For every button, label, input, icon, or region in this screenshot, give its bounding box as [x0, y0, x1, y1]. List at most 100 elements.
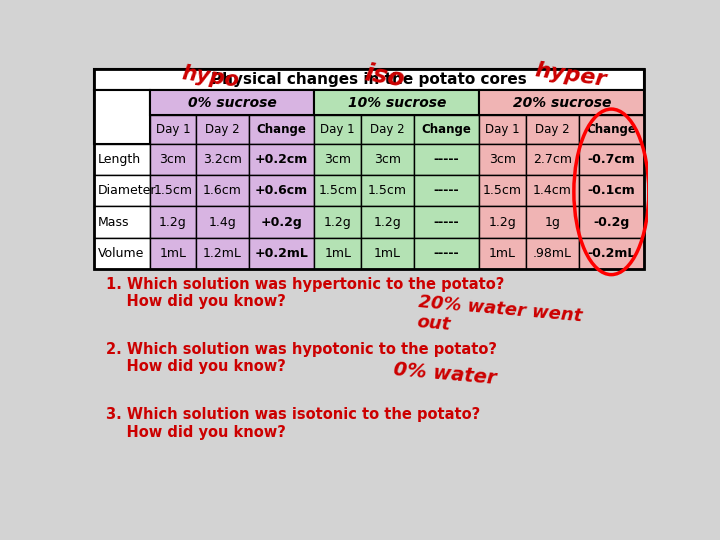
Text: 1mL: 1mL: [159, 247, 186, 260]
Text: +0.2g: +0.2g: [261, 215, 302, 228]
Bar: [150, 238, 196, 269]
Bar: [249, 176, 315, 206]
Text: Length: Length: [98, 153, 141, 166]
Text: 0% sucrose: 0% sucrose: [188, 96, 276, 110]
Bar: [94, 69, 644, 90]
Bar: [94, 69, 644, 269]
Bar: [196, 206, 249, 238]
Bar: [361, 176, 414, 206]
Text: Day 1: Day 1: [320, 123, 355, 136]
Text: 3cm: 3cm: [324, 153, 351, 166]
Bar: [196, 115, 249, 144]
Bar: [196, 144, 249, 176]
Text: -----: -----: [433, 247, 459, 260]
Bar: [480, 176, 526, 206]
Bar: [94, 206, 150, 238]
Text: 1.2g: 1.2g: [159, 215, 186, 228]
Text: -0.7cm: -0.7cm: [588, 153, 635, 166]
Text: .98mL: .98mL: [533, 247, 572, 260]
Bar: [94, 144, 150, 176]
Text: -0.1cm: -0.1cm: [588, 184, 635, 198]
Text: Change: Change: [257, 123, 307, 136]
Text: 1.5cm: 1.5cm: [483, 184, 522, 198]
Bar: [315, 206, 361, 238]
Text: +0.2mL: +0.2mL: [255, 247, 309, 260]
Bar: [361, 238, 414, 269]
Bar: [249, 238, 315, 269]
Bar: [150, 176, 196, 206]
Text: 1mL: 1mL: [374, 247, 401, 260]
Bar: [249, 206, 315, 238]
Text: 1.4cm: 1.4cm: [533, 184, 572, 198]
Bar: [578, 176, 644, 206]
Text: Day 2: Day 2: [205, 123, 240, 136]
Text: 3cm: 3cm: [159, 153, 186, 166]
Text: 2. Which solution was hypotonic to the potato?
    How did you know?: 2. Which solution was hypotonic to the p…: [106, 342, 497, 374]
Text: 1.2g: 1.2g: [374, 215, 401, 228]
Text: 1mL: 1mL: [489, 247, 516, 260]
Bar: [414, 238, 480, 269]
Bar: [94, 90, 150, 144]
Bar: [526, 238, 578, 269]
Text: 1g: 1g: [544, 215, 560, 228]
Bar: [150, 144, 196, 176]
Text: 1.5cm: 1.5cm: [153, 184, 192, 198]
Text: 20% water went
out: 20% water went out: [415, 293, 582, 346]
Text: -----: -----: [433, 153, 459, 166]
Bar: [480, 90, 644, 115]
Bar: [361, 144, 414, 176]
Text: Change: Change: [586, 123, 636, 136]
Bar: [150, 206, 196, 238]
Bar: [480, 238, 526, 269]
Text: 1.2g: 1.2g: [489, 215, 516, 228]
Text: 1.4g: 1.4g: [209, 215, 236, 228]
Text: 1.2mL: 1.2mL: [203, 247, 242, 260]
Bar: [414, 144, 480, 176]
Bar: [315, 115, 361, 144]
Bar: [94, 238, 150, 269]
Text: Day 1: Day 1: [156, 123, 190, 136]
Text: 1.6cm: 1.6cm: [203, 184, 242, 198]
Bar: [196, 238, 249, 269]
Bar: [480, 206, 526, 238]
Text: -0.2g: -0.2g: [593, 215, 629, 228]
Text: Day 1: Day 1: [485, 123, 520, 136]
Bar: [94, 176, 150, 206]
Bar: [578, 206, 644, 238]
Text: 1.5cm: 1.5cm: [318, 184, 357, 198]
Text: 0% water: 0% water: [392, 360, 497, 388]
Text: 1. Which solution was hypertonic to the potato?
    How did you know?: 1. Which solution was hypertonic to the …: [106, 276, 504, 309]
Bar: [414, 176, 480, 206]
Text: 2.7cm: 2.7cm: [533, 153, 572, 166]
Text: 20% sucrose: 20% sucrose: [513, 96, 611, 110]
Text: 3. Which solution was isotonic to the potato?
    How did you know?: 3. Which solution was isotonic to the po…: [106, 408, 480, 440]
Bar: [480, 144, 526, 176]
Text: hyper: hyper: [534, 60, 608, 91]
Text: hypo: hypo: [180, 63, 240, 91]
Text: 1mL: 1mL: [324, 247, 351, 260]
Text: 1.5cm: 1.5cm: [368, 184, 407, 198]
Text: 3cm: 3cm: [374, 153, 401, 166]
Bar: [315, 238, 361, 269]
Bar: [315, 144, 361, 176]
Text: Day 2: Day 2: [370, 123, 405, 136]
Text: 1.2g: 1.2g: [324, 215, 351, 228]
Bar: [526, 176, 578, 206]
Text: 3cm: 3cm: [489, 153, 516, 166]
Bar: [414, 206, 480, 238]
Text: +0.6cm: +0.6cm: [255, 184, 308, 198]
Text: 10% sucrose: 10% sucrose: [348, 96, 446, 110]
Text: Physical changes in the potato cores: Physical changes in the potato cores: [211, 72, 527, 87]
Text: -0.2mL: -0.2mL: [587, 247, 636, 260]
Bar: [196, 176, 249, 206]
Bar: [578, 144, 644, 176]
Bar: [150, 90, 315, 115]
Text: 3.2cm: 3.2cm: [203, 153, 242, 166]
Text: iso: iso: [362, 61, 407, 92]
Bar: [315, 90, 480, 115]
Text: Change: Change: [422, 123, 472, 136]
Bar: [315, 176, 361, 206]
Bar: [480, 115, 526, 144]
Text: -----: -----: [433, 184, 459, 198]
Bar: [361, 206, 414, 238]
